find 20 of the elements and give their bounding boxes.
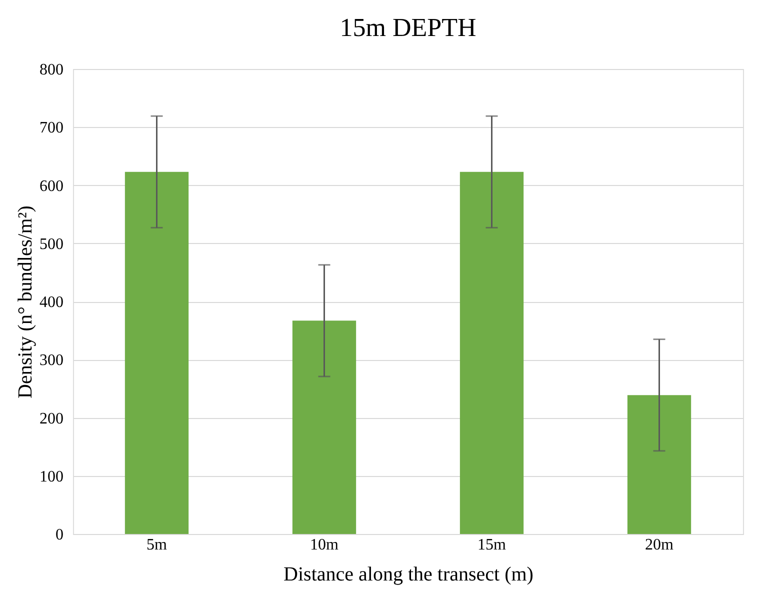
y-tick-label: 700: [40, 120, 64, 137]
x-axis-title: Distance along the transect (m): [284, 564, 534, 586]
bar: [292, 320, 356, 534]
x-tick-label: 20m: [645, 536, 674, 554]
x-tick-label: 10m: [310, 536, 340, 554]
bar: [627, 395, 692, 534]
bar: [460, 172, 524, 534]
chart-title: 15m DEPTH: [340, 13, 476, 42]
x-tick-label: 5m: [146, 536, 168, 554]
y-tick-label: 800: [40, 62, 64, 78]
y-tick-label: 400: [40, 294, 64, 311]
y-tick-label: 0: [56, 526, 64, 544]
x-tick-label: 15m: [478, 536, 507, 554]
y-tick-label: 500: [40, 236, 64, 253]
y-tick-label: 200: [40, 410, 64, 428]
y-tick-label: 100: [40, 468, 64, 486]
y-tick-label: 300: [40, 352, 64, 370]
y-axis-title: Density (n° bundles/m²): [14, 206, 36, 398]
y-tick-label: 600: [40, 178, 64, 195]
bar: [124, 172, 189, 534]
